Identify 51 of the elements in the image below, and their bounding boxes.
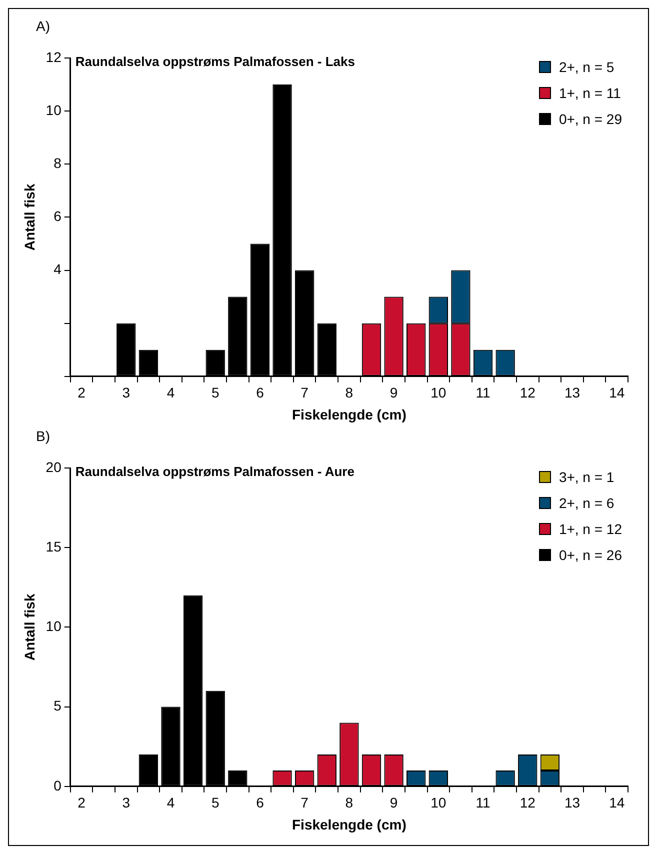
- y-tick-label: 0: [54, 777, 62, 794]
- chart-title: Raundalselva oppstrøms Palmafossen - Laks: [75, 54, 355, 70]
- chart-title: Raundalselva oppstrøms Palmafossen - Aure: [75, 464, 354, 480]
- x-tick-label: 14: [609, 794, 625, 811]
- text: B): [36, 428, 50, 444]
- y-tick-label: 12: [46, 48, 62, 65]
- x-tick-label: 6: [256, 384, 264, 401]
- legend-label: 2+, n = 5: [558, 59, 614, 75]
- x-tick-label: 12: [520, 794, 536, 811]
- x-tick-label: 2: [78, 794, 86, 811]
- x-tick-label: 4: [166, 794, 175, 811]
- legend-label: 0+, n = 29: [558, 111, 622, 127]
- y-axis-title: Antall fisk: [21, 594, 38, 661]
- legend-label: 2+, n = 6: [558, 495, 614, 511]
- x-tick-label: 4: [166, 384, 175, 401]
- x-tick-label: 6: [256, 794, 264, 811]
- x-tick-label: 8: [345, 384, 354, 401]
- legend-label: 1+, n = 12: [558, 521, 622, 537]
- x-tick-label: 13: [564, 794, 580, 811]
- x-tick-label: 11: [476, 794, 490, 811]
- y-tick-label: 20: [46, 458, 62, 475]
- y-tick-label: 6: [54, 208, 62, 224]
- x-tick-label: 9: [390, 794, 398, 811]
- y-tick-label: 5: [54, 698, 62, 714]
- y-tick-label: 15: [46, 538, 62, 554]
- x-tick-label: 12: [520, 384, 536, 401]
- x-axis-title: Fiskelengde (cm): [292, 816, 406, 832]
- x-tick-label: 5: [211, 384, 220, 401]
- x-tick-label: 7: [300, 794, 309, 811]
- x-tick-label: 11: [476, 384, 490, 401]
- x-tick-label: 3: [122, 794, 130, 811]
- x-tick-label: 9: [390, 384, 398, 401]
- x-axis-title: Fiskelengde (cm): [292, 406, 406, 422]
- y-tick-label: 8: [54, 154, 62, 171]
- legend-label: 1+, n = 11: [558, 85, 621, 101]
- text: A): [36, 18, 50, 34]
- y-tick-label: 4: [54, 261, 62, 278]
- legend-label: 3+, n = 1: [558, 469, 614, 485]
- x-tick-label: 14: [609, 384, 625, 401]
- x-tick-label: 2: [78, 384, 86, 401]
- legend-label: 0+, n = 26: [558, 547, 622, 563]
- y-tick-label: 10: [46, 618, 62, 634]
- x-tick-label: 10: [430, 384, 446, 401]
- x-tick-label: 3: [122, 384, 130, 401]
- x-tick-label: 10: [430, 794, 446, 811]
- y-axis-title: Antall fisk: [21, 184, 38, 251]
- x-tick-label: 7: [300, 384, 309, 401]
- x-tick-label: 13: [564, 384, 580, 401]
- y-tick-label: 10: [46, 102, 62, 118]
- x-tick-label: 5: [211, 794, 220, 811]
- x-tick-label: 8: [345, 794, 354, 811]
